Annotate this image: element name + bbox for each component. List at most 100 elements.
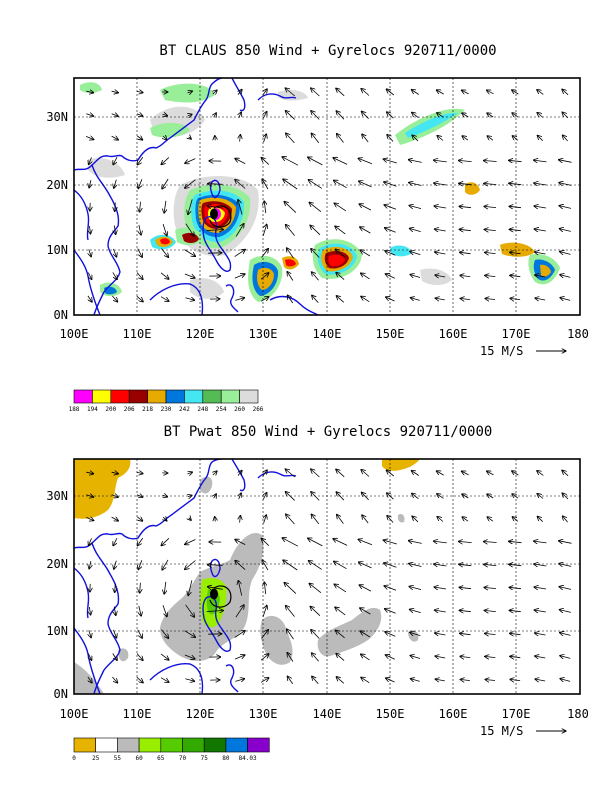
wind-vector: [336, 677, 344, 684]
wind-vector: [408, 160, 421, 163]
colorbar-swatch: [203, 390, 221, 403]
y-tick-label: 30N: [46, 110, 68, 124]
wind-vector: [509, 160, 522, 161]
wind-vector: [310, 225, 320, 235]
wind-vector: [283, 179, 297, 189]
wind-vector: [112, 677, 117, 683]
wind-vector: [410, 298, 419, 301]
colorbar-label: 25: [92, 755, 100, 762]
wind-vector: [287, 272, 293, 281]
x-tick-label: 130E: [249, 327, 278, 341]
wind-vector: [358, 158, 372, 163]
wind-vector: [358, 539, 372, 544]
wind-vector: [164, 582, 166, 594]
wind-vector: [309, 202, 321, 211]
wind-vector: [559, 564, 571, 567]
wind-vector: [435, 656, 445, 658]
wind-vector: [312, 676, 319, 684]
wind-vector: [462, 517, 468, 521]
colorbar-label: 242: [179, 406, 190, 413]
vector-scale: 15 M/S: [480, 344, 566, 358]
wind-vector: [535, 656, 546, 658]
wind-vector: [559, 229, 571, 232]
wind-vector: [509, 610, 521, 611]
pwat-region: [382, 459, 420, 471]
wind-vector: [512, 471, 519, 475]
wind-vector: [235, 655, 245, 659]
wind-vector: [311, 88, 320, 96]
wind-vector: [235, 679, 244, 682]
colorbar-label: 200: [105, 406, 116, 413]
wind-vector: [264, 515, 267, 523]
wind-vector: [285, 111, 294, 120]
colorbar-swatch: [111, 390, 129, 403]
coastline-gulf: [74, 190, 89, 240]
x-tick-label: 100E: [60, 327, 89, 341]
coastline-sulawesi: [226, 285, 238, 312]
wind-vector: [162, 179, 168, 189]
colorbar-swatch: [240, 390, 258, 403]
wind-vector: [114, 561, 117, 570]
wind-vector: [264, 201, 266, 213]
wind-vector: [509, 229, 521, 230]
coastline-newguinea: [270, 297, 318, 315]
x-tick-label: 160E: [439, 327, 468, 341]
wind-vector: [560, 633, 571, 636]
wind-vector: [359, 562, 372, 568]
wind-vector: [311, 272, 318, 280]
x-tick-label: 140E: [313, 327, 342, 341]
wind-vector: [362, 515, 368, 523]
wind-vector: [410, 656, 420, 659]
wind-vector: [361, 111, 368, 118]
wind-vector: [138, 560, 142, 569]
x-tick-label: 180: [567, 327, 589, 341]
colorbar-label: 248: [197, 406, 208, 413]
wind-vector: [137, 654, 143, 661]
wind-vector: [113, 538, 117, 546]
colorbar-label: 194: [87, 406, 98, 413]
wind-vector: [311, 492, 319, 501]
wind-vector: [510, 679, 520, 680]
wind-vector: [283, 560, 297, 570]
wind-vector: [213, 90, 217, 94]
colorbar-swatch: [204, 738, 226, 752]
wind-vector: [311, 469, 320, 477]
wind-vector: [285, 224, 294, 235]
wind-vector: [534, 206, 546, 208]
wind-vector: [484, 183, 497, 184]
colorbar-swatch: [117, 738, 139, 752]
cloud-region: [500, 243, 535, 257]
wind-vector: [537, 471, 544, 476]
wind-vector: [335, 226, 345, 234]
wind-vector: [535, 679, 545, 681]
wind-vector: [112, 296, 117, 302]
wind-vector: [485, 299, 495, 300]
wind-vector: [185, 561, 196, 570]
wind-vector: [460, 252, 471, 253]
wind-vector: [560, 275, 571, 278]
wind-vector: [386, 678, 395, 682]
colorbar-swatch: [248, 738, 270, 752]
wind-vector: [333, 158, 347, 165]
wind-vector: [484, 564, 497, 565]
colorbar-label: 80: [222, 755, 230, 762]
wind-vector: [282, 157, 298, 165]
wind-vector: [412, 516, 418, 522]
wind-vector: [240, 515, 241, 522]
wind-vector: [484, 587, 496, 588]
wind-vector: [361, 677, 369, 682]
wind-vector: [460, 656, 470, 657]
wind-vector: [137, 91, 143, 92]
wind-vector: [334, 584, 346, 592]
wind-vector: [560, 298, 570, 301]
wind-vector: [534, 160, 547, 162]
x-tick-label: 130E: [249, 707, 278, 721]
x-tick-label: 170E: [502, 707, 531, 721]
wind-vector: [410, 275, 420, 278]
wind-vector: [308, 180, 322, 189]
x-tick-label: 170E: [502, 327, 531, 341]
wind-vector: [139, 606, 141, 616]
wind-vector: [562, 89, 568, 95]
x-axis: 100E 110E 120E 130E 140E 150E 160E 170E …: [60, 707, 589, 721]
